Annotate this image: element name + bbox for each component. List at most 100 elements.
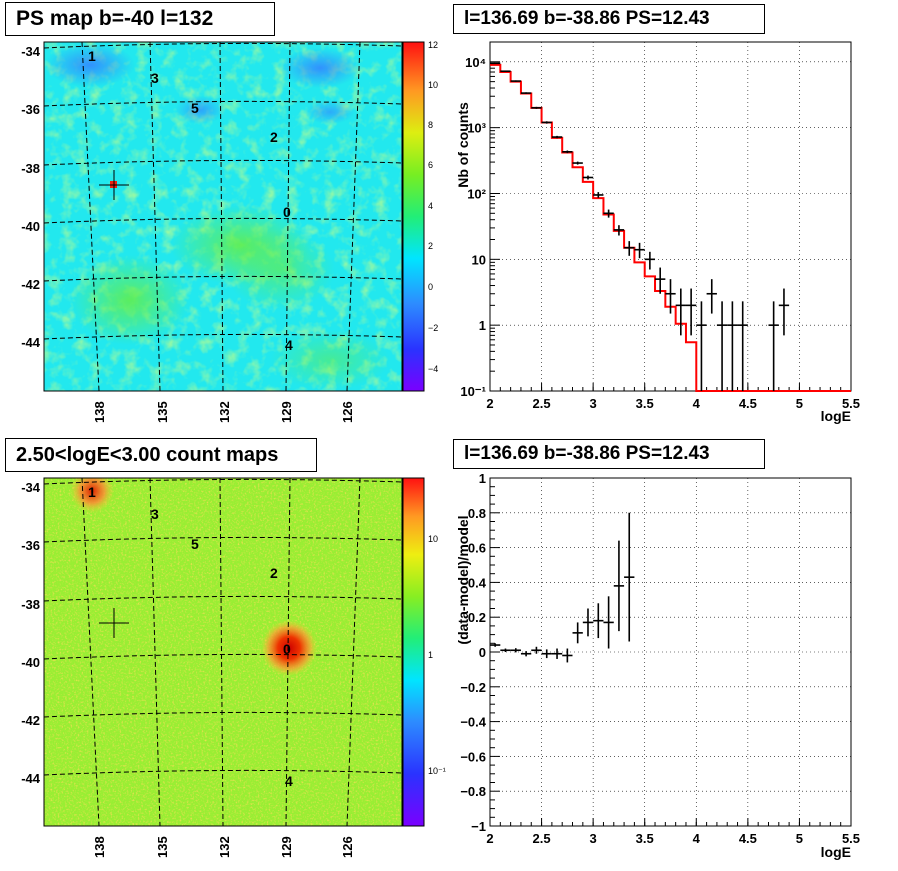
count-colorbar — [402, 477, 425, 827]
residual-ytick-label: −0.4 — [460, 715, 486, 730]
count-colorbar-ticks: 10 1 10⁻¹ — [428, 534, 446, 776]
ps-map-source-labels: 1 3 5 2 0 4 — [88, 48, 293, 353]
count-map-lon-ticks: 138 135 132 129 126 — [92, 836, 355, 858]
source-label-3: 3 — [151, 70, 159, 86]
residual-xtick-label: 5.5 — [842, 831, 860, 846]
spectrum-ytick-label: 10⁴ — [465, 55, 486, 70]
spectrum-plot-frame — [489, 41, 852, 392]
count-map-image — [44, 478, 402, 826]
ps-lat-tick: -42 — [21, 277, 40, 292]
count-colorbar-tick: 10⁻¹ — [428, 766, 446, 776]
spectrum-ytick-label: 1 — [479, 318, 486, 333]
residual-ytick-label: −0.6 — [460, 749, 486, 764]
source-label-4: 4 — [285, 337, 293, 353]
source-label-2: 2 — [270, 565, 278, 581]
spectrum-xtick-label: 5.5 — [842, 396, 860, 411]
source-label-4: 4 — [285, 773, 293, 789]
source-label-1: 1 — [88, 484, 96, 500]
residual-ytick-label: 0 — [479, 645, 486, 660]
spectrum-xtick-label: 3.5 — [636, 396, 654, 411]
ps-colorbar-tick: −2 — [428, 323, 438, 333]
residual-grid — [490, 478, 851, 826]
spectrum-xlabel: logE — [821, 408, 851, 424]
residual-xtick-label: 4 — [693, 831, 701, 846]
spectrum-data — [490, 62, 790, 391]
residual-data — [490, 512, 635, 663]
ps-lon-tick: 132 — [217, 401, 232, 423]
source-label-5: 5 — [191, 536, 199, 552]
cm-lat-tick: -44 — [21, 771, 41, 786]
cm-lon-tick: 126 — [340, 836, 355, 858]
source-label-0: 0 — [283, 204, 291, 220]
ps-lat-tick: -44 — [21, 335, 41, 350]
ps-lon-tick: 126 — [340, 401, 355, 423]
ps-colorbar-tick: 10 — [428, 80, 438, 90]
cm-lat-tick: -34 — [21, 480, 41, 495]
residual-xtick-label: 5 — [796, 831, 803, 846]
count-map-source-0-blob — [261, 620, 317, 676]
source-label-2: 2 — [270, 129, 278, 145]
spectrum-ytick-label: 10² — [467, 186, 486, 201]
spectrum-xtick-label: 5 — [796, 396, 803, 411]
ps-colorbar-tick: 8 — [428, 120, 433, 130]
residual-ytick-label: −0.8 — [460, 784, 486, 799]
ps-colorbar — [402, 41, 425, 392]
spectrum-xtick-label: 2.5 — [533, 396, 551, 411]
ps-lat-tick: -36 — [21, 102, 40, 117]
count-map-source-labels: 1 3 5 2 0 4 — [88, 484, 293, 789]
residual-ytick-label: 0.2 — [468, 610, 486, 625]
residual-ytick-label: 0.6 — [468, 541, 486, 556]
cm-lon-tick: 135 — [155, 836, 170, 858]
residual-ytick-label: 1 — [479, 471, 486, 486]
ps-colorbar-tick: 2 — [428, 241, 433, 251]
spectrum-ytick-label: 10 — [472, 252, 486, 267]
residual-ytick-label: 0.8 — [468, 506, 486, 521]
ps-colorbar-ticks: 12 10 8 6 4 2 0 −2 −4 — [428, 40, 438, 374]
residual-xtick-label: 3 — [590, 831, 597, 846]
residual-title: l=136.69 b=-38.86 PS=12.43 — [453, 439, 765, 469]
ps-lat-tick: -40 — [21, 219, 40, 234]
spectrum-title: l=136.69 b=-38.86 PS=12.43 — [453, 4, 765, 34]
residual-ytick-label: −0.2 — [460, 680, 486, 695]
ps-colorbar-tick: 4 — [428, 201, 433, 211]
residual-xlabel: logE — [821, 844, 851, 860]
ps-lat-tick: -38 — [21, 161, 40, 176]
ps-map-graticule — [44, 42, 402, 391]
cm-lat-tick: -42 — [21, 713, 40, 728]
spectrum-xtick-label: 3 — [590, 396, 597, 411]
spectrum-xtick-label: 2 — [486, 396, 493, 411]
spectrum-grid — [490, 42, 851, 391]
ps-map-crosshair — [99, 170, 129, 200]
residual-xtick-label: 2 — [486, 831, 493, 846]
source-label-3: 3 — [151, 506, 159, 522]
source-label-0: 0 — [283, 641, 291, 657]
spectrum-model — [490, 63, 851, 392]
ps-colorbar-tick: −4 — [428, 364, 438, 374]
spectrum-ytick-label: 10³ — [467, 121, 486, 136]
cm-lon-tick: 129 — [279, 836, 294, 858]
ps-colorbar-tick: 0 — [428, 282, 433, 292]
residual-ytick-label: −1 — [471, 819, 486, 834]
count-map-graticule — [44, 478, 402, 826]
spectrum-model-line — [490, 63, 851, 392]
source-label-1: 1 — [88, 48, 96, 64]
count-colorbar-tick: 1 — [428, 650, 433, 660]
count-map-lat-ticks: -34 -36 -38 -40 -42 -44 — [21, 480, 41, 786]
ps-colorbar-tick: 6 — [428, 160, 433, 170]
count-map-source-1-blob — [70, 478, 114, 513]
residual-xtick-label: 4.5 — [739, 831, 757, 846]
spectrum-ylabel: Nb of counts — [455, 102, 471, 188]
spectrum-ytick-label: 10⁻¹ — [460, 384, 486, 399]
ps-colorbar-tick: 12 — [428, 40, 438, 50]
residual-ytick-label: 0.4 — [468, 575, 487, 590]
spectrum-xtick-label: 4.5 — [739, 396, 757, 411]
ps-lat-tick: -34 — [21, 44, 41, 59]
cm-lon-tick: 132 — [217, 836, 232, 858]
ps-lon-tick: 138 — [92, 401, 107, 423]
cm-lon-tick: 138 — [92, 836, 107, 858]
ps-map-lat-ticks: -34 -36 -38 -40 -42 -44 — [21, 44, 41, 350]
residual-xtick-label: 3.5 — [636, 831, 654, 846]
cm-lat-tick: -36 — [21, 538, 40, 553]
ps-map-lon-ticks: 138 135 132 129 126 — [92, 401, 355, 423]
